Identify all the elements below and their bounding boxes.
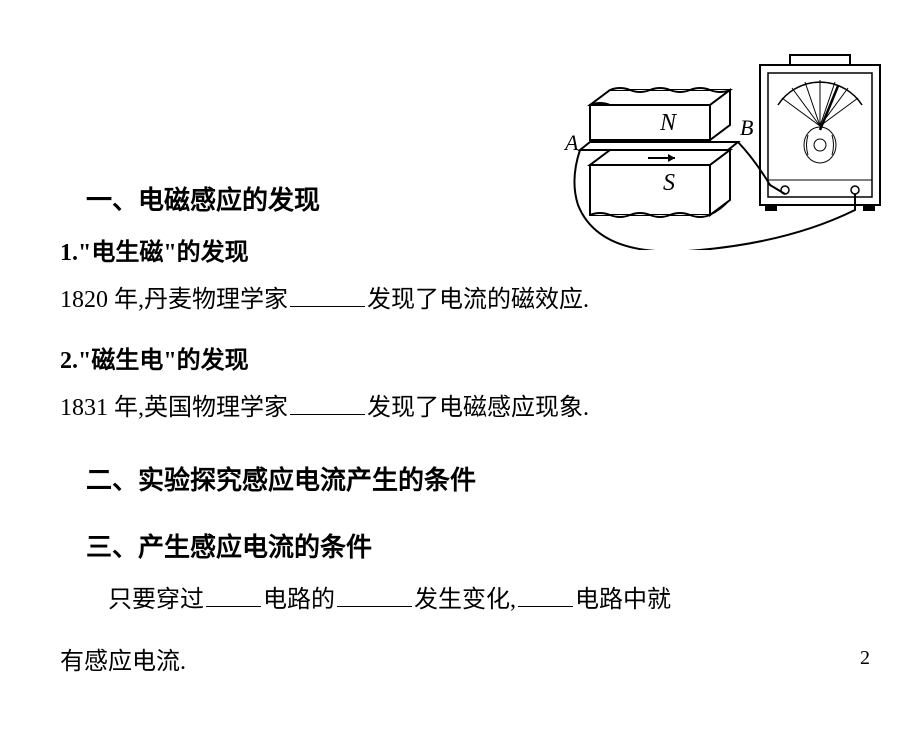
page-number: 2 <box>860 647 870 670</box>
magnet-s-label: S <box>663 170 675 196</box>
terminal-b-label: B <box>740 115 753 140</box>
sec3-text4: 电路中就 <box>575 587 671 613</box>
section-1-sub1-text: 1820 年,丹麦物理学家 发现了电流的磁效应. <box>60 279 860 322</box>
blank-fill <box>337 583 412 607</box>
section-1-sub2-text: 1831 年,英国物理学家 发现了电磁感应现象. <box>60 387 860 430</box>
sec3-text2: 电路的 <box>263 587 335 613</box>
magnet-n-label: N <box>659 110 678 136</box>
blank-fill <box>206 583 261 607</box>
sec3-text3: 发生变化, <box>414 587 516 613</box>
section-3-heading: 三、产生感应电流的条件 <box>60 527 860 564</box>
blank-fill <box>518 583 573 607</box>
diagram-svg: N S A B <box>560 50 890 250</box>
terminal-a-label: A <box>563 130 579 155</box>
sec3-text1: 只要穿过 <box>108 587 204 613</box>
section-2-heading: 二、实验探究感应电流产生的条件 <box>60 460 860 497</box>
section-3-text: 只要穿过 电路的 发生变化, 电路中就 <box>60 579 860 622</box>
sub1-text-before: 1820 年,丹麦物理学家 <box>60 287 288 313</box>
sec3-text5: 有感应电流. <box>60 649 186 675</box>
electromagnetic-induction-diagram: N S A B <box>560 50 890 250</box>
sub1-text-after: 发现了电流的磁效应. <box>367 287 589 313</box>
sub2-text-after: 发现了电磁感应现象. <box>367 395 589 421</box>
blank-fill <box>290 391 365 415</box>
section-3-text-line2: 有感应电流. <box>60 641 860 684</box>
sub2-text-before: 1831 年,英国物理学家 <box>60 395 288 421</box>
galvanometer-icon <box>760 55 880 211</box>
section-1-sub2-heading: 2."磁生电"的发现 <box>60 340 860 375</box>
magnet-icon: N S A B <box>563 88 753 217</box>
blank-fill <box>290 283 365 307</box>
